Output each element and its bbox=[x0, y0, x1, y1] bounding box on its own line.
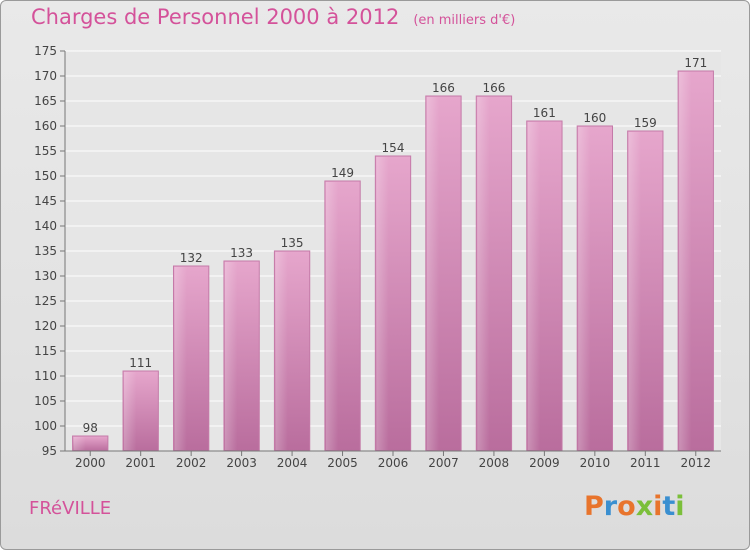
y-tick-label: 145 bbox=[34, 194, 57, 208]
bar-highlight bbox=[578, 127, 591, 450]
bar-group: 149 bbox=[324, 166, 361, 452]
chart-unit: (en milliers d'€) bbox=[413, 13, 516, 28]
bar-group: 111 bbox=[122, 356, 159, 452]
y-tick-label: 135 bbox=[34, 244, 57, 258]
bar-group: 135 bbox=[273, 236, 311, 452]
x-tick-label: 2007 bbox=[428, 456, 459, 470]
bar-group: 133 bbox=[223, 246, 260, 452]
y-tick-label: 120 bbox=[34, 319, 57, 333]
x-tick-label: 2004 bbox=[277, 456, 308, 470]
logo-letter: x bbox=[635, 491, 654, 522]
bar-group: 166 bbox=[425, 81, 462, 452]
x-tick-label: 2002 bbox=[176, 456, 207, 470]
bar-group: 159 bbox=[627, 116, 664, 452]
bar-value-label: 166 bbox=[482, 81, 505, 95]
bar-value-label: 132 bbox=[180, 251, 203, 265]
bar-highlight bbox=[275, 252, 288, 450]
bar-highlight bbox=[628, 132, 642, 450]
y-tick-label: 150 bbox=[34, 169, 57, 183]
proxiti-logo: Proxiti bbox=[584, 491, 685, 522]
bar-value-label: 171 bbox=[684, 56, 707, 70]
bar-value-label: 160 bbox=[583, 111, 606, 125]
bar-group: 98 bbox=[72, 421, 109, 452]
y-tick-label: 105 bbox=[34, 394, 57, 408]
x-tick-label: 2008 bbox=[479, 456, 510, 470]
bar-group: 171 bbox=[677, 56, 714, 452]
x-tick-label: 2010 bbox=[580, 456, 611, 470]
y-tick-label: 95 bbox=[42, 444, 57, 458]
x-tick-label: 2000 bbox=[75, 456, 106, 470]
chart-title: Charges de Personnel 2000 à 2012 (en mill… bbox=[31, 5, 515, 29]
bar-highlight bbox=[679, 72, 692, 450]
bar-highlight bbox=[73, 437, 86, 450]
y-tick-label: 155 bbox=[34, 144, 57, 158]
logo-letter: r bbox=[603, 491, 618, 522]
commune-name: FRéVILLE bbox=[29, 498, 112, 519]
bar-value-label: 154 bbox=[382, 141, 405, 155]
bar-value-label: 111 bbox=[129, 356, 152, 370]
x-tick-label: 2012 bbox=[680, 456, 711, 470]
bar-group: 160 bbox=[576, 111, 614, 452]
x-tick-label: 2009 bbox=[529, 456, 560, 470]
logo-letter: P bbox=[584, 491, 604, 522]
bar-highlight bbox=[224, 262, 238, 450]
bar-highlight bbox=[426, 97, 440, 450]
x-tick-label: 2001 bbox=[125, 456, 156, 470]
bar-value-label: 135 bbox=[281, 236, 304, 250]
y-axis: 95 100 105 110 115 120 125 130 135 140 145 150 155 16… bbox=[34, 44, 66, 458]
y-tick-label: 160 bbox=[34, 119, 57, 133]
bar-highlight bbox=[477, 97, 490, 450]
y-tick-label: 110 bbox=[34, 369, 57, 383]
logo-letter: o bbox=[617, 491, 636, 522]
x-tick-label: 2003 bbox=[226, 456, 257, 470]
bar-value-label: 159 bbox=[634, 116, 657, 130]
x-tick-label: 2011 bbox=[630, 456, 661, 470]
bar-value-label: 133 bbox=[230, 246, 253, 260]
y-tick-label: 130 bbox=[34, 269, 57, 283]
bar-highlight bbox=[325, 182, 339, 450]
bar-value-label: 166 bbox=[432, 81, 455, 95]
logo-letter: t bbox=[662, 491, 676, 522]
bar-highlight bbox=[124, 372, 137, 450]
x-tick-label: 2006 bbox=[378, 456, 409, 470]
x-tick-label: 2005 bbox=[327, 456, 358, 470]
y-tick-label: 115 bbox=[34, 344, 57, 358]
bar-highlight bbox=[376, 157, 389, 450]
bar-group: 161 bbox=[526, 106, 563, 452]
bars: 98 111 132 133 135 149 154 166 166 161 160 159 171 bbox=[72, 56, 714, 452]
y-tick-label: 175 bbox=[34, 44, 57, 58]
y-tick-label: 165 bbox=[34, 94, 57, 108]
y-tick-label: 100 bbox=[34, 419, 57, 433]
y-tick-label: 125 bbox=[34, 294, 57, 308]
bar-highlight bbox=[174, 267, 187, 450]
bar-group: 154 bbox=[374, 141, 412, 452]
bar-value-label: 161 bbox=[533, 106, 556, 120]
bar-group: 166 bbox=[475, 81, 513, 452]
chart-title-text: Charges de Personnel 2000 à 2012 bbox=[31, 5, 400, 29]
bar-value-label: 149 bbox=[331, 166, 354, 180]
bar-value-label: 98 bbox=[83, 421, 98, 435]
bar-group: 132 bbox=[172, 251, 210, 452]
logo-letter: i bbox=[675, 491, 685, 522]
x-axis: 2000 2001 2002 2003 2004 2005 2006 2007 2008 2009… bbox=[65, 450, 721, 470]
y-tick-label: 140 bbox=[34, 219, 57, 233]
logo-letter: i bbox=[653, 491, 663, 522]
bar-highlight bbox=[527, 122, 541, 450]
y-tick-label: 170 bbox=[34, 69, 57, 83]
